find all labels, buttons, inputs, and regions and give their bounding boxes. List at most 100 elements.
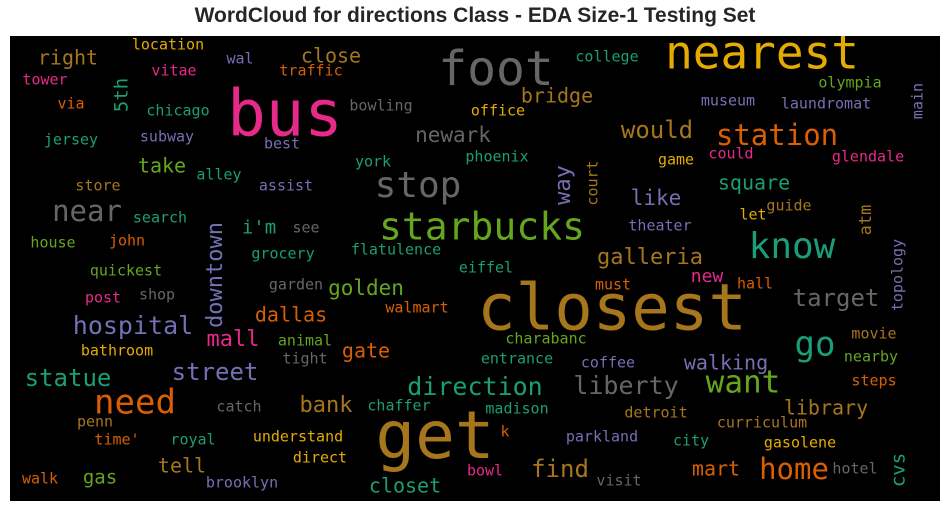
word-80: john xyxy=(109,232,145,250)
word-49: college xyxy=(575,48,638,66)
word-106: penn xyxy=(77,413,113,431)
word-38: square xyxy=(718,171,790,195)
word-8: need xyxy=(94,383,176,423)
word-52: wal xyxy=(226,50,253,68)
word-68: game xyxy=(658,151,694,169)
word-25: walking xyxy=(684,351,768,375)
word-86: hall xyxy=(737,275,773,293)
word-91: walmart xyxy=(385,299,448,317)
word-2: bus xyxy=(227,78,343,152)
word-62: jersey xyxy=(44,131,98,149)
word-75: see xyxy=(292,219,319,237)
word-96: charabanc xyxy=(505,330,586,348)
word-59: museum xyxy=(701,92,755,110)
word-37: take xyxy=(138,154,186,178)
word-66: phoenix xyxy=(465,148,528,166)
word-40: cvs xyxy=(888,453,910,487)
word-87: topology xyxy=(889,239,907,311)
word-35: gate xyxy=(342,339,390,363)
word-90: garden xyxy=(269,276,323,294)
word-36: bridge xyxy=(521,84,593,108)
word-83: eiffel xyxy=(459,259,513,277)
word-26: bank xyxy=(300,393,353,418)
word-56: chicago xyxy=(146,102,209,120)
word-105: curriculum xyxy=(717,414,807,432)
word-107: time' xyxy=(94,431,139,449)
word-1: get xyxy=(375,397,494,474)
word-18: target xyxy=(793,284,880,312)
word-21: downtown xyxy=(203,222,228,328)
word-22: find xyxy=(531,455,589,483)
word-14: hospital xyxy=(73,311,193,340)
word-103: madison xyxy=(485,400,548,418)
word-39: tell xyxy=(158,454,206,478)
word-100: steps xyxy=(851,372,896,390)
word-85: must xyxy=(595,276,631,294)
word-72: alley xyxy=(196,166,241,184)
word-84: quickest xyxy=(90,262,162,280)
word-43: new xyxy=(691,266,724,287)
word-47: atm xyxy=(856,205,876,236)
word-24: galleria xyxy=(597,245,703,270)
word-115: bowl xyxy=(467,462,503,480)
word-93: movie xyxy=(851,325,896,343)
word-6: stop xyxy=(375,165,462,206)
word-60: laundromat xyxy=(781,95,871,113)
word-76: theater xyxy=(628,217,691,235)
word-33: mart xyxy=(692,457,740,481)
word-44: i'm xyxy=(242,217,276,239)
word-12: near xyxy=(52,194,122,228)
word-112: city xyxy=(673,432,709,450)
word-27: mall xyxy=(207,327,260,352)
word-7: know xyxy=(749,226,836,267)
word-19: would xyxy=(621,116,693,144)
word-78: let xyxy=(739,206,766,224)
word-13: home xyxy=(759,452,829,486)
word-108: royal xyxy=(170,431,215,449)
word-70: glendale xyxy=(832,148,904,166)
word-102: chaffer xyxy=(367,397,430,415)
word-111: parkland xyxy=(566,428,638,446)
word-51: traffic xyxy=(279,62,342,80)
word-63: subway xyxy=(140,128,194,146)
word-28: close xyxy=(301,44,361,68)
word-118: brooklyn xyxy=(206,474,278,492)
word-50: location xyxy=(132,36,204,54)
word-117: walk xyxy=(22,470,58,488)
word-110: k xyxy=(500,423,509,441)
word-0: closest xyxy=(477,272,747,346)
word-20: street xyxy=(172,358,259,386)
cloud-background xyxy=(10,36,940,501)
word-54: vitae xyxy=(151,62,196,80)
word-42: right xyxy=(38,46,98,70)
word-45: 5th xyxy=(111,78,133,112)
word-119: visit xyxy=(596,472,641,490)
word-77: guide xyxy=(766,197,811,215)
word-116: hotel xyxy=(832,460,877,478)
word-29: library xyxy=(784,396,868,420)
word-65: york xyxy=(355,153,391,171)
word-16: liberty xyxy=(573,371,678,400)
word-41: closet xyxy=(369,474,441,498)
word-17: statue xyxy=(25,364,112,392)
word-9: want xyxy=(706,365,781,401)
word-64: best xyxy=(264,135,300,153)
word-74: search xyxy=(133,209,187,227)
word-31: golden xyxy=(328,276,404,300)
word-114: direct xyxy=(293,449,347,467)
word-97: nearby xyxy=(844,348,898,366)
word-10: station xyxy=(716,118,838,152)
word-4: nearest xyxy=(665,26,859,80)
word-73: assist xyxy=(259,177,313,195)
word-79: house xyxy=(30,234,75,252)
word-15: direction xyxy=(407,372,542,401)
word-81: grocery xyxy=(251,245,314,263)
word-69: could xyxy=(708,145,753,163)
word-95: tight xyxy=(282,350,327,368)
word-61: main xyxy=(909,83,927,119)
word-71: store xyxy=(75,177,120,195)
word-89: shop xyxy=(139,286,175,304)
word-32: like xyxy=(631,186,682,210)
